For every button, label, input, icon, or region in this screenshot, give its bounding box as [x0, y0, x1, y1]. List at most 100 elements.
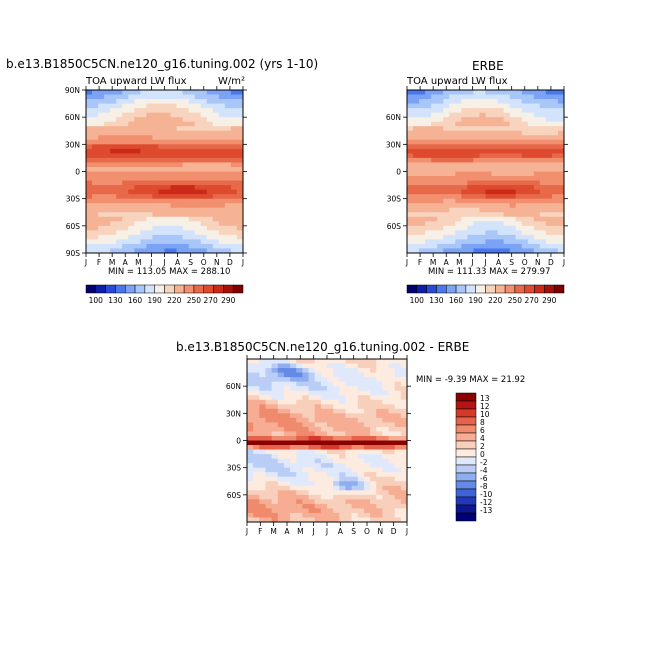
heat-cell — [461, 243, 468, 249]
heat-cell — [449, 166, 456, 172]
heat-cell — [259, 408, 266, 414]
heat-cell — [425, 221, 432, 227]
heat-cell — [339, 363, 346, 369]
heat-cell — [413, 90, 420, 95]
heat-cell — [521, 198, 529, 204]
heat-cell — [308, 458, 316, 464]
heat-cell — [461, 94, 468, 100]
heat-cell — [413, 99, 420, 104]
heat-cell — [388, 440, 396, 446]
heat-cell — [425, 121, 432, 127]
heat-cell — [497, 117, 505, 123]
heat-cell — [509, 166, 517, 172]
heat-cell — [388, 458, 396, 464]
heat-cell — [449, 207, 456, 213]
heat-cell — [230, 230, 238, 236]
heat-cell — [247, 381, 254, 387]
heat-cell — [400, 381, 408, 387]
heat-cell — [206, 162, 214, 168]
heat-cell — [521, 112, 529, 118]
heat-cell — [152, 112, 159, 118]
heat-cell — [437, 225, 444, 231]
heat-cell — [345, 467, 353, 473]
heat-cell — [253, 363, 260, 369]
heat-cell — [247, 390, 254, 396]
heat-cell — [394, 435, 402, 441]
heat-cell — [176, 239, 184, 245]
heat-cell — [194, 212, 202, 218]
heat-cell — [497, 90, 505, 95]
heat-cell — [194, 198, 202, 204]
heat-cell — [247, 449, 254, 455]
heat-cell — [182, 117, 190, 123]
heat-cell — [320, 381, 328, 387]
heat-cell — [515, 99, 523, 104]
heat-cell — [314, 503, 322, 509]
heat-cell — [182, 189, 190, 195]
heat-cell — [224, 243, 232, 249]
heat-cell — [388, 503, 396, 509]
heat-cell — [176, 198, 184, 204]
heat-cell — [461, 248, 468, 254]
heat-cell — [327, 431, 334, 437]
heat-cell — [212, 108, 220, 114]
heat-cell — [455, 112, 462, 118]
heat-cell — [376, 463, 383, 469]
heat-cell — [164, 157, 171, 163]
heat-cell — [302, 508, 309, 514]
heat-cell — [104, 135, 111, 141]
heat-cell — [104, 90, 111, 95]
heat-cell — [400, 413, 408, 419]
heat-cell — [419, 90, 426, 95]
heat-cell — [467, 90, 474, 95]
heat-cell — [128, 180, 135, 186]
heat-cell — [339, 490, 346, 496]
heat-cell — [467, 189, 474, 195]
heat-cell — [134, 90, 141, 95]
heat-cell — [407, 121, 414, 127]
heat-cell — [86, 112, 93, 118]
heat-cell — [296, 426, 303, 432]
heat-cell — [200, 216, 208, 222]
heat-cell — [188, 185, 196, 191]
heat-cell — [98, 157, 105, 163]
heat-cell — [283, 417, 291, 423]
heat-cell — [455, 162, 462, 168]
colorbar-label: 190 — [469, 296, 484, 305]
heat-cell — [503, 234, 511, 240]
heat-cell — [413, 148, 420, 154]
heat-cell — [224, 94, 232, 100]
heat-cell — [314, 454, 322, 460]
heat-cell — [146, 189, 153, 195]
heat-cell — [388, 404, 396, 410]
heat-cell — [431, 203, 438, 209]
heat-cell — [290, 422, 297, 428]
heat-cell — [212, 90, 220, 95]
heat-cell — [236, 239, 244, 245]
heat-cell — [485, 194, 492, 200]
heat-cell — [515, 194, 523, 200]
heat-cell — [509, 135, 517, 141]
heat-cell — [491, 108, 498, 114]
heat-cell — [376, 481, 383, 487]
heat-cell — [259, 422, 266, 428]
heat-cell — [339, 454, 346, 460]
heat-cell — [431, 135, 438, 141]
heat-cell — [413, 225, 420, 231]
heat-cell — [194, 234, 202, 240]
heat-cell — [164, 194, 171, 200]
heat-cell — [140, 121, 147, 127]
heat-cell — [545, 194, 553, 200]
heat-cell — [333, 463, 340, 469]
panel-diff-minmax: MIN = -9.39 MAX = 21.92 — [416, 375, 525, 385]
heat-cell — [539, 243, 547, 249]
heat-cell — [290, 454, 297, 460]
heat-cell — [419, 180, 426, 186]
heat-cell — [557, 225, 565, 231]
heat-cell — [194, 243, 202, 249]
heat-cell — [407, 216, 414, 222]
heat-cell — [339, 431, 346, 437]
heat-cell — [437, 90, 444, 95]
heat-cell — [200, 99, 208, 104]
